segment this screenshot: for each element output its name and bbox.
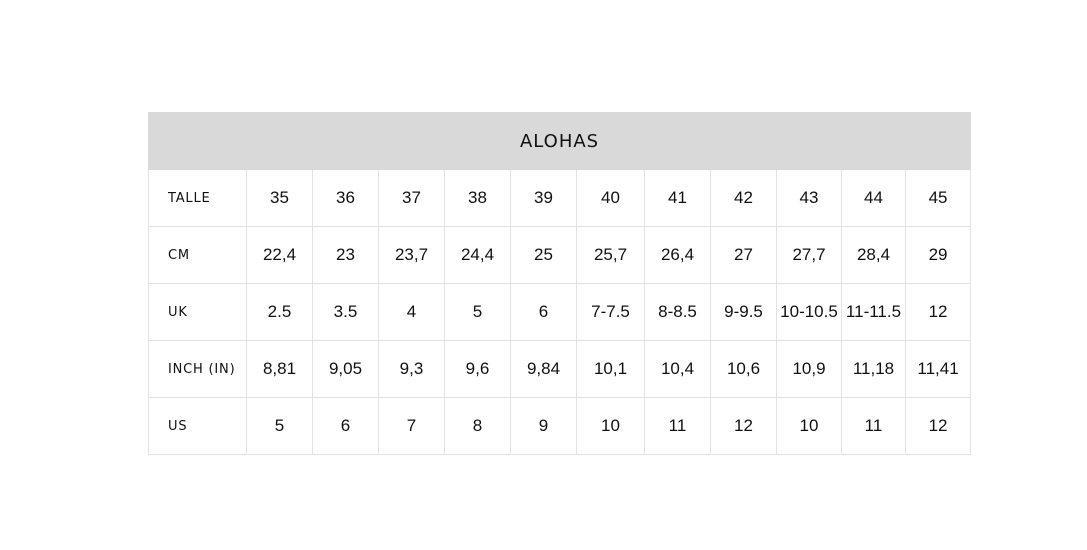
- size-cell: 38: [444, 169, 511, 227]
- size-cell: 9,6: [444, 340, 511, 398]
- size-cell: 9,84: [510, 340, 577, 398]
- size-cell: 27,7: [776, 226, 842, 284]
- size-table: ALOHAS TALLE 35 36 37 38 39 40 41 42 43 44 45 CM 22,4…: [147, 112, 972, 455]
- size-cell: 25: [510, 226, 577, 284]
- size-cell: 10: [776, 397, 842, 455]
- size-cell: 9: [510, 397, 577, 455]
- table-row: US 5 6 7 8 9 10 11 12 10 11 12: [148, 397, 972, 455]
- size-cell: 10: [576, 397, 645, 455]
- size-cell: 45: [904, 169, 972, 227]
- size-cell: 4: [378, 283, 445, 341]
- size-cell: 12: [710, 397, 777, 455]
- size-cell: 5: [246, 397, 313, 455]
- table-row: CM 22,4 23 23,7 24,4 25 25,7 26,4 27 27,7 28,4 29: [148, 226, 972, 284]
- size-cell: 10,1: [576, 340, 645, 398]
- row-label: TALLE: [148, 169, 247, 227]
- size-cell: 8-8.5: [644, 283, 711, 341]
- size-cell: 36: [312, 169, 379, 227]
- table-row: INCH (IN) 8,81 9,05 9,3 9,6 9,84 10,1 10,4 10,6 1…: [148, 340, 972, 398]
- size-cell: 28,4: [841, 226, 906, 284]
- header-row: ALOHAS: [147, 112, 972, 170]
- size-cell: 6: [510, 283, 577, 341]
- size-cell: 11,41: [904, 340, 972, 398]
- size-cell: 37: [378, 169, 445, 227]
- size-cell: 11: [841, 397, 906, 455]
- table-row: TALLE 35 36 37 38 39 40 41 42 43 44 45: [148, 169, 972, 227]
- size-cell: 27: [710, 226, 777, 284]
- size-cell: 7-7.5: [576, 283, 645, 341]
- size-cell: 29: [904, 226, 972, 284]
- row-label: UK: [148, 283, 247, 341]
- size-cell: 2.5: [246, 283, 313, 341]
- size-cell: 43: [776, 169, 842, 227]
- size-cell: 11: [644, 397, 711, 455]
- size-cell: 42: [710, 169, 777, 227]
- size-cell: 23,7: [378, 226, 445, 284]
- size-cell: 6: [312, 397, 379, 455]
- size-cell: 7: [378, 397, 445, 455]
- row-label: US: [148, 397, 247, 455]
- size-cell: 26,4: [644, 226, 711, 284]
- row-label: CM: [148, 226, 247, 284]
- size-cell: 24,4: [444, 226, 511, 284]
- size-cell: 23: [312, 226, 379, 284]
- size-cell: 9,05: [312, 340, 379, 398]
- size-cell: 9,3: [378, 340, 445, 398]
- size-cell: 39: [510, 169, 577, 227]
- size-cell: 12: [904, 397, 972, 455]
- size-cell: 10,9: [776, 340, 842, 398]
- size-cell: 25,7: [576, 226, 645, 284]
- size-cell: 9-9.5: [710, 283, 777, 341]
- size-cell: 40: [576, 169, 645, 227]
- size-cell: 10-10.5: [776, 283, 842, 341]
- row-label: INCH (IN): [148, 340, 247, 398]
- size-cell: 12: [904, 283, 972, 341]
- size-cell: 41: [644, 169, 711, 227]
- size-cell: 10,6: [710, 340, 777, 398]
- size-cell: 44: [841, 169, 906, 227]
- size-cell: 10,4: [644, 340, 711, 398]
- size-cell: 8: [444, 397, 511, 455]
- size-cell: 35: [246, 169, 313, 227]
- size-cell: 11,18: [841, 340, 906, 398]
- size-cell: 3.5: [312, 283, 379, 341]
- table-title: ALOHAS: [147, 112, 972, 170]
- size-cell: 8,81: [246, 340, 313, 398]
- size-cell: 5: [444, 283, 511, 341]
- table-row: UK 2.5 3.5 4 5 6 7-7.5 8-8.5 9-9.5 10-10.5 11-11.5…: [148, 283, 972, 341]
- size-cell: 22,4: [246, 226, 313, 284]
- size-cell: 11-11.5: [841, 283, 906, 341]
